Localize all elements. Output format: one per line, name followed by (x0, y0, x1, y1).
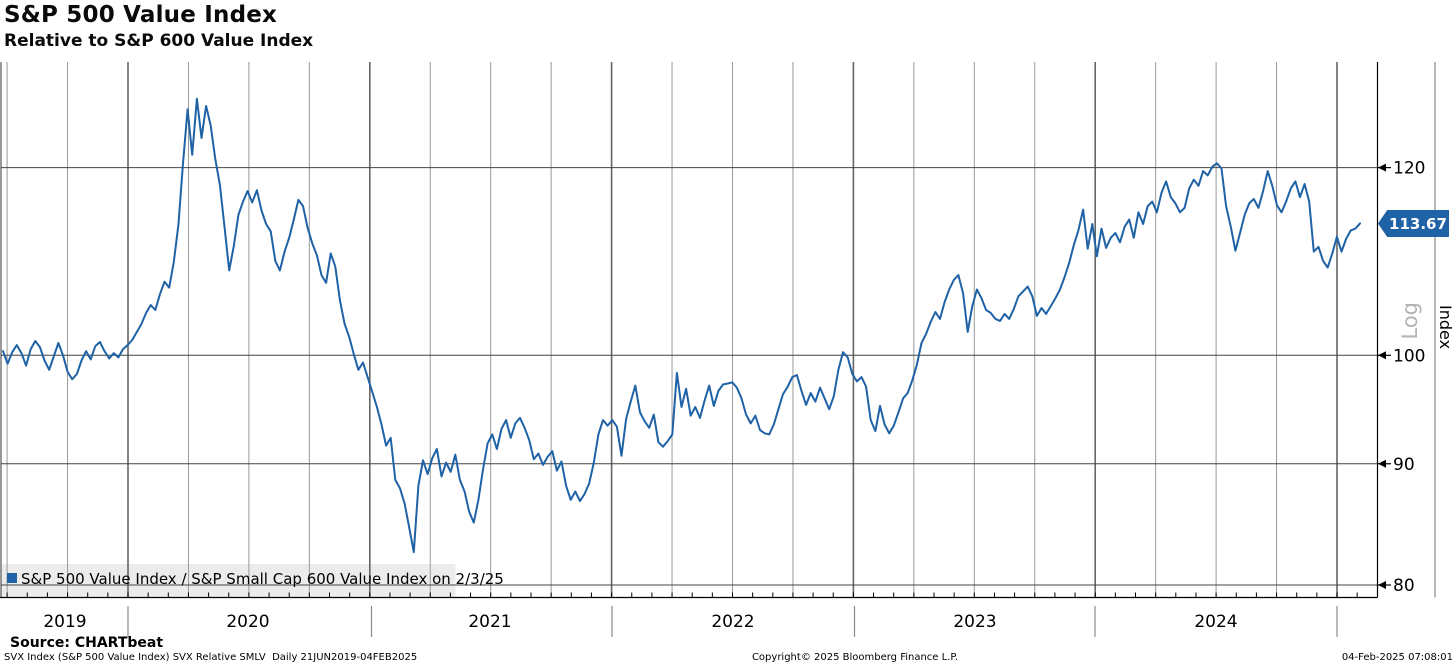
x-axis-year-label: 2022 (711, 612, 754, 632)
y-axis-tick-label: 100 (1393, 346, 1425, 366)
page-subtitle: Relative to S&P 600 Value Index (4, 31, 314, 51)
y-axis-tick-label: 120 (1393, 159, 1425, 179)
x-axis-year-label: 2021 (468, 612, 511, 632)
y-axis-tick-arrow-icon (1378, 351, 1386, 360)
y-axis-tick-arrow-icon (1378, 581, 1386, 589)
ticker-details-line: SVX Index (S&P 500 Value Index) SVX Rela… (4, 652, 418, 663)
legend-background (1, 564, 456, 598)
copyright-line: Copyright© 2025 Bloomberg Finance L.P. (751, 652, 959, 663)
y-axis-tick-label: 90 (1393, 455, 1415, 475)
y-axis-tick-label: 80 (1393, 576, 1415, 596)
last-price-tag: 113.67 (1378, 210, 1449, 237)
legend-label: S&P 500 Value Index / S&P Small Cap 600 … (21, 570, 504, 588)
y-axis-tick-arrow-icon (1378, 459, 1386, 468)
x-axis-year-label: 2023 (953, 612, 996, 632)
x-axis-year-label: 2020 (226, 612, 269, 632)
y-axis-scale-label: Log (1398, 302, 1422, 340)
legend-swatch-icon (7, 573, 17, 583)
source-line: Source: CHARTbeat (10, 635, 164, 651)
x-axis-year-label: 2024 (1194, 612, 1237, 632)
y-axis-tick-arrow-icon (1378, 163, 1386, 172)
x-axis-year-label: 2019 (43, 612, 86, 632)
timestamp-line: 04-Feb-2025 07:08:01 (1341, 652, 1453, 663)
y-axis-title: Index (1436, 305, 1455, 350)
page-title: S&P 500 Value Index (4, 2, 278, 28)
series-line (2, 97, 1361, 554)
